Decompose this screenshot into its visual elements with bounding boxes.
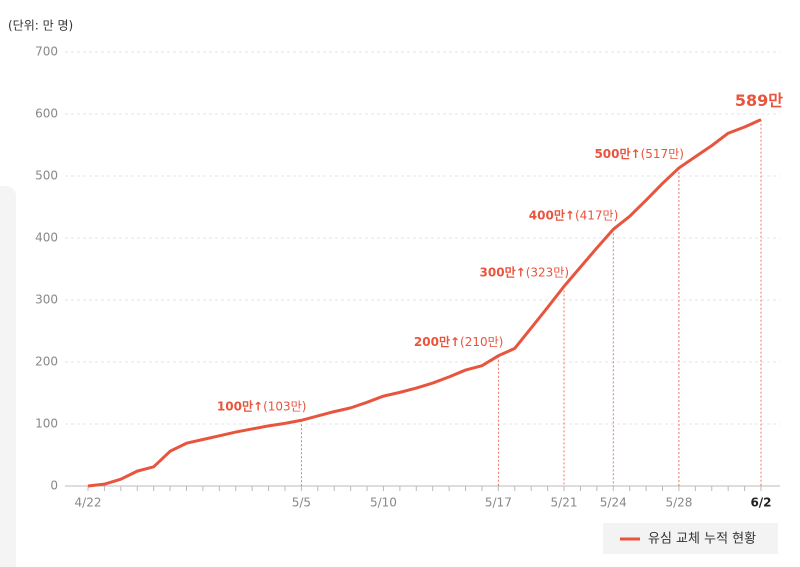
annotation: 100만↑(103만) bbox=[217, 398, 306, 413]
annotation-detail: (517만) bbox=[641, 146, 684, 160]
annotation-text: 100만↑ bbox=[217, 398, 263, 413]
x-tick-label: 4/22 bbox=[75, 496, 102, 510]
y-tick-label: 600 bbox=[35, 107, 58, 121]
unit-label: (단위: 만 명) bbox=[8, 19, 73, 33]
annotation-text: 300만↑ bbox=[480, 264, 526, 279]
annotation: 300만↑(323만) bbox=[480, 264, 569, 279]
y-tick-label: 500 bbox=[35, 169, 58, 183]
x-tick-label: 5/17 bbox=[485, 496, 512, 510]
annotation-detail: (417만) bbox=[575, 208, 618, 222]
x-tick-label: 6/2 bbox=[750, 496, 771, 510]
y-tick-label: 700 bbox=[35, 45, 58, 59]
y-tick-label: 0 bbox=[50, 479, 58, 493]
annotation-text: 589만 bbox=[735, 91, 783, 110]
annotation-text: 400만↑ bbox=[529, 207, 575, 222]
legend-label: 유심 교체 누적 현황 bbox=[648, 532, 756, 547]
annotation-text: 500만↑ bbox=[594, 145, 640, 160]
data-line bbox=[87, 118, 762, 488]
annotation-text: 200만↑ bbox=[414, 333, 460, 348]
y-tick-label: 200 bbox=[35, 355, 58, 369]
x-tick-label: 5/28 bbox=[665, 496, 692, 510]
side-panel bbox=[0, 186, 16, 567]
y-tick-label: 300 bbox=[35, 293, 58, 307]
y-tick-label: 100 bbox=[35, 417, 58, 431]
x-tick-label: 5/21 bbox=[551, 496, 578, 510]
annotation: 500만↑(517만) bbox=[594, 145, 683, 160]
annotation: 400만↑(417만) bbox=[529, 207, 618, 222]
x-tick-label: 5/10 bbox=[370, 496, 397, 510]
x-tick-label: 5/5 bbox=[292, 496, 311, 510]
y-tick-label: 400 bbox=[35, 231, 58, 245]
annotation: 200만↑(210만) bbox=[414, 333, 503, 348]
annotation-detail: (323만) bbox=[526, 265, 569, 279]
annotation-detail: (103만) bbox=[263, 399, 306, 413]
x-tick-label: 5/24 bbox=[600, 496, 627, 510]
annotation-detail: (210만) bbox=[460, 334, 503, 348]
